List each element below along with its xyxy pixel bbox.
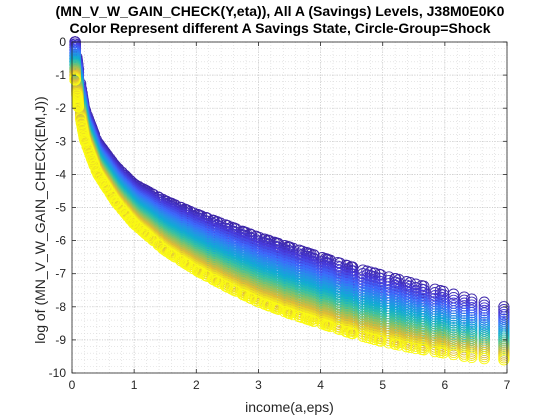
data-point — [418, 287, 430, 299]
data-point — [466, 323, 478, 335]
data-point — [466, 316, 478, 328]
data-point — [466, 314, 478, 326]
data-point — [410, 340, 422, 352]
data-point — [400, 319, 413, 331]
data-point — [400, 331, 413, 343]
data-point — [466, 304, 478, 316]
data-point — [400, 333, 413, 346]
data-point — [334, 257, 346, 269]
data-point — [466, 302, 478, 314]
data-point — [466, 311, 478, 324]
data-point — [466, 309, 478, 321]
data-point — [400, 329, 413, 341]
data-point — [400, 321, 413, 334]
data-point — [466, 293, 478, 305]
data-point — [478, 309, 490, 322]
data-point — [478, 302, 490, 314]
data-point — [400, 324, 413, 336]
data-point — [478, 316, 490, 329]
data-point — [498, 309, 510, 321]
data-point — [478, 314, 490, 326]
data-point — [478, 304, 490, 317]
data-point — [478, 312, 490, 324]
data-point — [400, 312, 413, 324]
data-point — [478, 307, 490, 319]
data-point — [400, 309, 413, 321]
chart-subtitle: Color Represent different A Savings Stat… — [69, 20, 491, 36]
data-point — [466, 318, 478, 331]
chart-title: (MN_V_W_GAIN_CHECK(Y,eta)), All A (Savin… — [55, 3, 505, 19]
data-point — [466, 307, 478, 319]
data-point — [498, 304, 510, 316]
data-point — [400, 317, 413, 329]
data-point — [400, 326, 413, 339]
data-point — [400, 314, 413, 326]
grid — [71, 41, 508, 374]
data-point — [466, 321, 478, 333]
data-points — [69, 36, 510, 366]
